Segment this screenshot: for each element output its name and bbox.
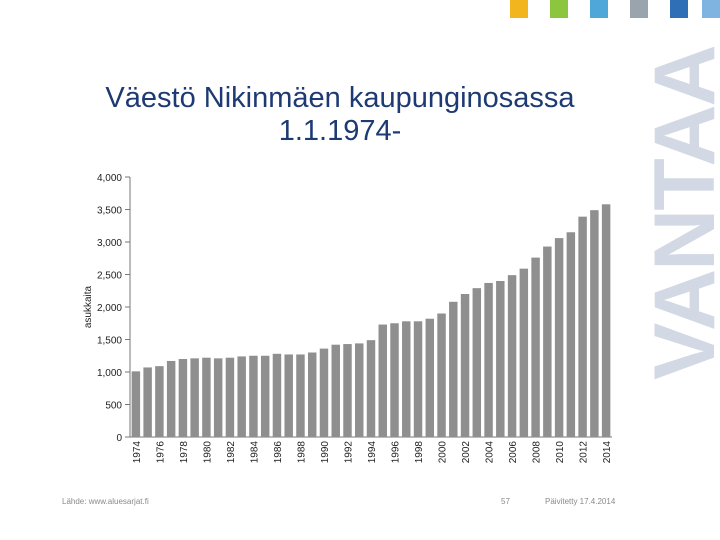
x-tick-label: 1986 — [273, 441, 284, 464]
bar — [554, 238, 564, 437]
bar — [343, 344, 352, 437]
x-tick-label: 1978 — [179, 441, 190, 464]
bar — [590, 210, 599, 437]
bar — [355, 343, 364, 437]
bar — [402, 321, 411, 437]
bar — [284, 354, 293, 437]
bar — [307, 352, 317, 437]
vantaa-logo: VANTAA — [637, 46, 720, 380]
title-line-1: Väestö Nikinmäen kaupunginosassa — [105, 82, 575, 114]
bar — [378, 324, 387, 437]
y-axis-label: asukkaita — [83, 285, 94, 328]
x-tick-label: 2000 — [438, 441, 449, 464]
bar — [566, 232, 576, 437]
bar — [472, 288, 482, 437]
bar — [531, 257, 540, 437]
x-tick-label: 2010 — [555, 441, 566, 464]
color-square — [550, 0, 568, 18]
bar — [155, 366, 164, 437]
y-tick-label: 0 — [116, 433, 122, 444]
x-tick-label: 1974 — [132, 441, 143, 464]
y-tick-label: 2,000 — [97, 303, 122, 314]
bar — [484, 282, 493, 437]
bar — [260, 355, 270, 437]
y-tick-label: 2,500 — [97, 271, 122, 282]
bar — [578, 216, 587, 437]
y-tick-label: 3,000 — [97, 238, 122, 249]
bar — [425, 318, 435, 437]
y-tick-label: 1,000 — [97, 368, 122, 379]
brand-color-squares — [470, 0, 720, 18]
x-tick-label: 2008 — [532, 441, 543, 464]
bar — [331, 344, 340, 437]
bar — [390, 323, 399, 437]
x-tick-label: 2002 — [461, 441, 472, 464]
color-square — [510, 0, 528, 18]
bar — [296, 354, 305, 437]
updated-date: Päivitetty 17.4.2014 — [545, 497, 616, 506]
x-tick-label: 1998 — [414, 441, 425, 464]
x-tick-label: 1990 — [320, 441, 331, 464]
bar — [319, 348, 329, 437]
slide-title: Väestö Nikinmäen kaupunginosassa 1.1.197… — [60, 82, 620, 148]
bar — [131, 371, 141, 437]
bar — [413, 321, 423, 437]
bar — [449, 301, 458, 437]
bar — [519, 268, 529, 437]
bar — [601, 204, 611, 437]
x-tick-label: 1976 — [155, 441, 166, 464]
source-note: Lähde: www.aluesarjat.fi — [62, 497, 149, 506]
x-tick-label: 1980 — [202, 441, 213, 464]
x-tick-label: 2012 — [579, 441, 590, 464]
y-tick-label: 1,500 — [97, 336, 122, 347]
y-tick-label: 3,500 — [97, 206, 122, 217]
title-line-2: 1.1.1974- — [278, 115, 402, 147]
color-square — [702, 0, 720, 18]
color-square — [630, 0, 648, 18]
x-tick-label: 1988 — [296, 441, 307, 464]
bar — [496, 281, 505, 437]
color-square — [590, 0, 608, 18]
bar — [460, 294, 470, 437]
bar — [249, 355, 258, 437]
color-square — [670, 0, 688, 18]
bar — [507, 275, 517, 437]
bar — [237, 356, 246, 437]
bar — [178, 359, 188, 437]
bar — [437, 313, 446, 437]
bar — [143, 367, 152, 437]
x-tick-label: 1984 — [249, 441, 260, 464]
x-tick-label: 2004 — [485, 441, 496, 464]
x-tick-label: 2014 — [602, 441, 613, 464]
bar — [213, 358, 223, 437]
bar — [190, 358, 199, 437]
y-tick-label: 4,000 — [97, 173, 122, 184]
x-tick-label: 1996 — [391, 441, 402, 464]
x-tick-label: 1994 — [367, 441, 378, 464]
x-tick-label: 1982 — [226, 441, 237, 464]
bar — [543, 246, 552, 437]
bar — [166, 360, 176, 437]
page-number: 57 — [501, 497, 510, 506]
bar — [202, 357, 211, 437]
bar — [272, 353, 282, 437]
y-tick-label: 500 — [105, 401, 122, 412]
bar — [225, 357, 235, 437]
x-tick-label: 1992 — [343, 441, 354, 464]
brand-text: VANTAA — [637, 46, 720, 380]
x-tick-label: 2006 — [508, 441, 519, 464]
bar — [366, 340, 376, 437]
